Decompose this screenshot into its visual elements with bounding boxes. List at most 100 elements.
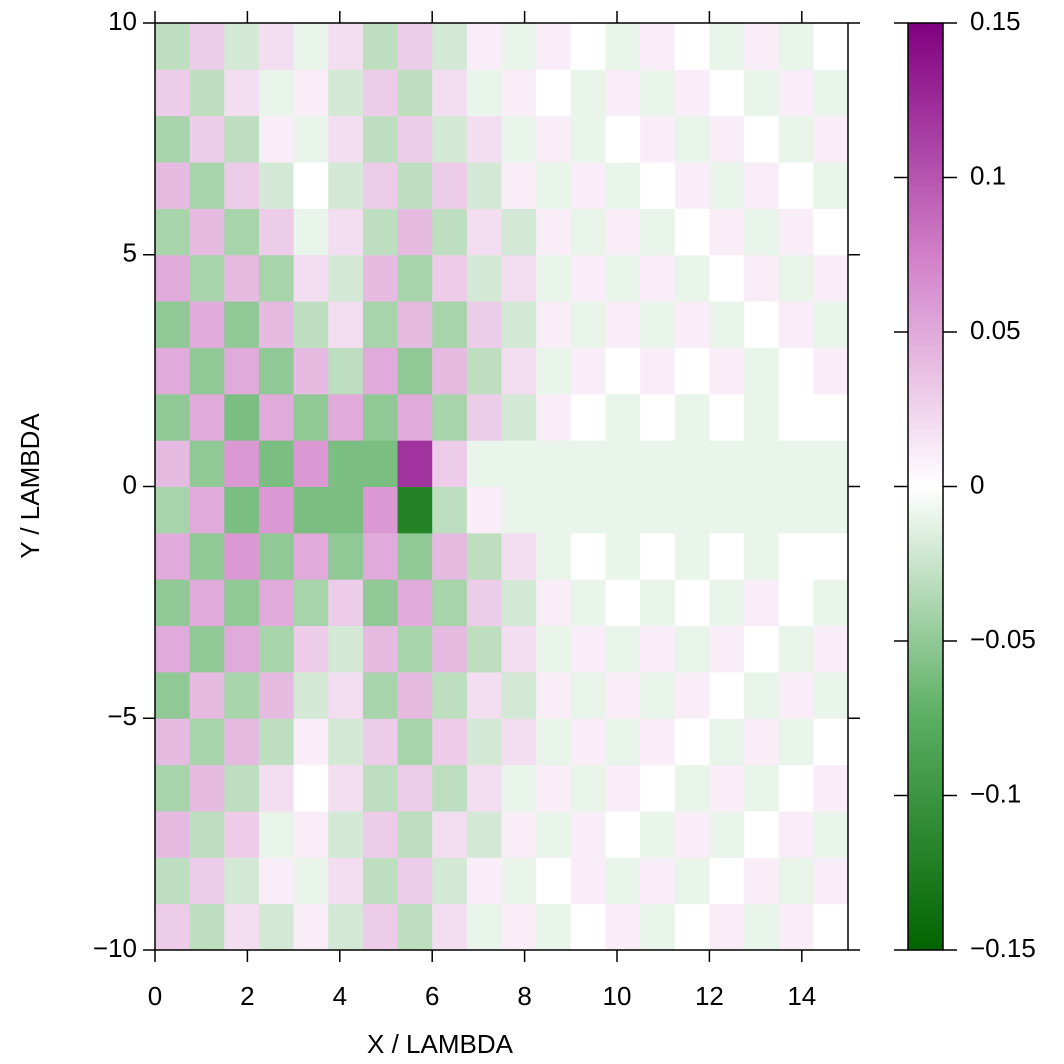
heatmap-cell [501, 764, 537, 812]
heatmap-cell [224, 208, 260, 256]
heatmap-cell [397, 903, 433, 951]
heatmap-cell [778, 254, 814, 302]
heatmap-cell [155, 162, 191, 209]
heatmap-cell [224, 810, 260, 858]
heatmap-cell [674, 718, 710, 766]
heatmap-cell [501, 23, 537, 70]
heatmap-cell [155, 440, 191, 487]
heatmap-cell [293, 671, 329, 719]
heatmap-cell [293, 810, 329, 858]
heatmap-cell [189, 393, 225, 441]
heatmap-cell [466, 625, 502, 673]
heatmap-cell [189, 301, 225, 348]
heatmap-cell [397, 440, 433, 487]
colorbar-tick-label: 0 [970, 469, 984, 499]
heatmap-cell [709, 625, 745, 673]
heatmap-cell [432, 208, 468, 256]
heatmap-cell [709, 301, 745, 348]
heatmap-cell [224, 532, 260, 580]
heatmap-cell [640, 532, 676, 580]
heatmap-cell [258, 440, 295, 487]
heatmap-cell [674, 810, 710, 858]
heatmap-cell [189, 440, 225, 487]
heatmap-cell [605, 718, 641, 766]
colorbar-tick-label: 0.1 [970, 160, 1006, 190]
heatmap-cells [155, 23, 849, 951]
heatmap-cell [744, 857, 780, 905]
heatmap-cell [293, 254, 329, 302]
heatmap-cell [258, 393, 295, 441]
heatmap-cell [293, 347, 329, 395]
heatmap-cell [362, 69, 399, 117]
heatmap-cell [778, 625, 814, 673]
heatmap-cell [744, 718, 780, 766]
heatmap-cell [536, 347, 572, 395]
heatmap-cell [778, 208, 814, 256]
heatmap-cell [155, 254, 191, 302]
heatmap-cell [293, 69, 329, 117]
heatmap-cell [605, 162, 641, 209]
heatmap-cell [362, 208, 399, 256]
heatmap-cell [640, 903, 676, 951]
heatmap-cell [293, 393, 329, 441]
heatmap-cell [640, 764, 676, 812]
heatmap-cell [328, 115, 364, 163]
heatmap-cell [432, 764, 468, 812]
heatmap-cell [709, 579, 745, 627]
heatmap-cell [640, 301, 676, 348]
heatmap-cell [640, 440, 676, 487]
heatmap-cell [189, 23, 225, 70]
heatmap-cell [536, 764, 572, 812]
heatmap-cell [744, 301, 780, 348]
heatmap-cell [813, 718, 849, 766]
heatmap-cell [293, 23, 329, 70]
heatmap-cell [536, 115, 572, 163]
heatmap-cell [466, 579, 502, 627]
heatmap-cell [328, 579, 364, 627]
heatmap-cell [362, 579, 399, 627]
heatmap-cell [501, 162, 537, 209]
heatmap-cell [570, 69, 606, 117]
heatmap-cell [605, 857, 641, 905]
heatmap-cell [813, 579, 849, 627]
heatmap-cell [466, 440, 502, 487]
heatmap-cell [778, 23, 814, 70]
heatmap-cell [466, 23, 502, 70]
heatmap-cell [674, 69, 710, 117]
heatmap-cell [362, 393, 399, 441]
heatmap-cell [709, 347, 745, 395]
heatmap-cell [432, 347, 468, 395]
heatmap-cell [744, 903, 780, 951]
heatmap-cell [744, 625, 780, 673]
heatmap-cell [674, 903, 710, 951]
heatmap-cell [570, 208, 606, 256]
heatmap-cell [328, 301, 364, 348]
heatmap-cell [189, 115, 225, 163]
heatmap-cell [570, 347, 606, 395]
heatmap-cell [813, 625, 849, 673]
heatmap-cell [155, 718, 191, 766]
heatmap-cell [224, 301, 260, 348]
heatmap-cell [155, 69, 191, 117]
heatmap-cell [224, 486, 260, 534]
heatmap-cell [744, 393, 780, 441]
heatmap-cell [813, 162, 849, 209]
heatmap-cell [397, 486, 433, 534]
heatmap-cell [258, 254, 295, 302]
heatmap-cell [501, 208, 537, 256]
heatmap-cell [362, 301, 399, 348]
heatmap-cell [258, 486, 295, 534]
heatmap-cell [258, 301, 295, 348]
heatmap-cell [155, 857, 191, 905]
y-tick-label: 5 [123, 238, 137, 268]
heatmap-cell [328, 486, 364, 534]
heatmap-cell [328, 764, 364, 812]
heatmap-cell [258, 579, 295, 627]
heatmap-cell [501, 440, 537, 487]
heatmap-cell [432, 532, 468, 580]
heatmap-cell [501, 532, 537, 580]
heatmap-cell [258, 903, 295, 951]
heatmap-cell [744, 347, 780, 395]
heatmap-cell [605, 903, 641, 951]
heatmap-cell [466, 347, 502, 395]
